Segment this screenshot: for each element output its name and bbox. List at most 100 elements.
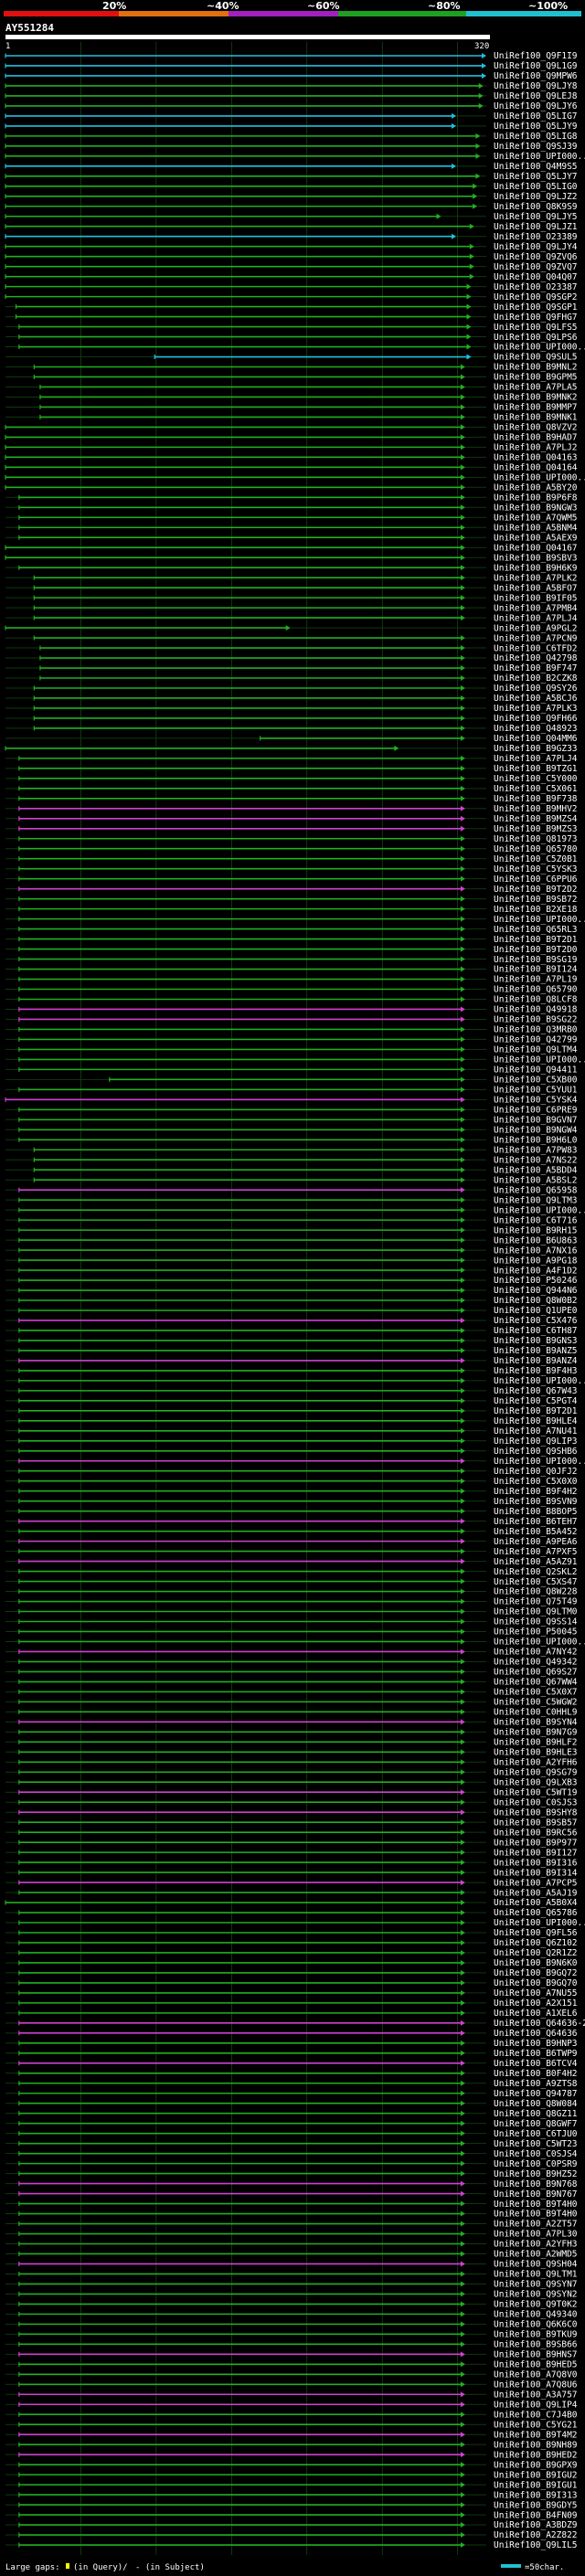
hit-row[interactable]: UniRef100_A7PL19 <box>5 975 578 985</box>
hit-row[interactable]: UniRef100_B9GPM5 <box>5 373 578 383</box>
hit-label[interactable]: UniRef100_Q04163 <box>494 453 578 463</box>
hit-row[interactable]: UniRef100_B9I316 <box>5 1858 578 1868</box>
hit-label[interactable]: UniRef100_O23389 <box>494 232 578 242</box>
hit-label[interactable]: UniRef100_A7PL19 <box>494 975 578 985</box>
hit-row[interactable]: UniRef100_Q9LIL5 <box>5 2540 578 2550</box>
hit-row[interactable]: UniRef100_B9T2D0 <box>5 945 578 955</box>
hit-label[interactable]: UniRef100_Q5LJY7 <box>494 172 578 182</box>
hit-label[interactable]: UniRef100_B9F4H3 <box>494 1366 578 1376</box>
hit-label[interactable]: UniRef100_C5YUU1 <box>494 1086 578 1096</box>
hit-row[interactable]: UniRef100_O23387 <box>5 282 578 292</box>
hit-label[interactable]: UniRef100_B9T4H0 <box>494 2200 578 2210</box>
hit-row[interactable]: UniRef100_A2Z822 <box>5 2530 578 2540</box>
hit-row[interactable]: UniRef100_A5B0X4 <box>5 1898 578 1908</box>
hit-label[interactable]: UniRef100_A7PMB4 <box>494 603 578 613</box>
hit-row[interactable]: UniRef100_Q9LTM3 <box>5 1195 578 1205</box>
hit-label[interactable]: UniRef100_Q9LIP4 <box>494 2400 578 2410</box>
hit-row[interactable]: UniRef100_B9SYN4 <box>5 1718 578 1728</box>
hit-row[interactable]: UniRef100_Q49342 <box>5 1658 578 1668</box>
hit-label[interactable]: UniRef100_Q9SYN2 <box>494 2290 578 2300</box>
hit-label[interactable]: UniRef100_B9MMP7 <box>494 403 578 413</box>
hit-label[interactable]: UniRef100_C6TJU0 <box>494 2129 578 2139</box>
hit-label[interactable]: UniRef100_Q9SY26 <box>494 684 578 694</box>
hit-row[interactable]: UniRef100_B9MNL2 <box>5 363 578 373</box>
hit-label[interactable]: UniRef100_C5WT19 <box>494 1787 578 1797</box>
hit-row[interactable]: UniRef100_Q3MRB0 <box>5 1025 578 1035</box>
hit-label[interactable]: UniRef100_A7PLK2 <box>494 573 578 583</box>
hit-label[interactable]: UniRef100_P50246 <box>494 1276 578 1286</box>
hit-row[interactable]: UniRef100_UPI000... <box>5 1205 585 1215</box>
hit-row[interactable]: UniRef100_Q2SKL2 <box>5 1567 578 1577</box>
hit-label[interactable]: UniRef100_B6TEH7 <box>494 1517 578 1527</box>
hit-row[interactable]: UniRef100_Q9LTM0 <box>5 1607 578 1617</box>
hit-row[interactable]: UniRef100_Q42798 <box>5 653 578 663</box>
hit-label[interactable]: UniRef100_B9I313 <box>494 2490 578 2500</box>
hit-row[interactable]: UniRef100_B9IGU1 <box>5 2480 578 2490</box>
hit-row[interactable]: UniRef100_A7PMB4 <box>5 603 578 613</box>
hit-label[interactable]: UniRef100_Q9LJY5 <box>494 212 578 222</box>
hit-label[interactable]: UniRef100_Q9SJ39 <box>494 142 578 152</box>
hit-row[interactable]: UniRef100_Q9LPS6 <box>5 333 578 343</box>
hit-label[interactable]: UniRef100_B9P977 <box>494 1838 578 1848</box>
hit-label[interactable]: UniRef100_Q65958 <box>494 1185 578 1195</box>
hit-row[interactable]: UniRef100_UPI000... <box>5 343 585 353</box>
hit-label[interactable]: UniRef100_Q9L1G9 <box>494 61 578 71</box>
hit-row[interactable]: UniRef100_B9IGU2 <box>5 2470 578 2480</box>
hit-label[interactable]: UniRef100_A9PEA6 <box>494 1537 578 1547</box>
hit-row[interactable]: UniRef100_B9SBV3 <box>5 553 578 563</box>
hit-row[interactable]: UniRef100_B9SG22 <box>5 1015 578 1025</box>
hit-label[interactable]: UniRef100_B9MNL2 <box>494 363 578 373</box>
hit-row[interactable]: UniRef100_C5WT19 <box>5 1787 578 1797</box>
hit-label[interactable]: UniRef100_B9MZS4 <box>494 814 578 824</box>
hit-label[interactable]: UniRef100_Q04MM6 <box>494 734 578 744</box>
hit-label[interactable]: UniRef100_B9T2D0 <box>494 945 578 955</box>
hit-row[interactable]: UniRef100_A2YFH3 <box>5 2240 578 2250</box>
hit-label[interactable]: UniRef100_A2YFH3 <box>494 2240 578 2250</box>
hit-row[interactable]: UniRef100_Q75T49 <box>5 1597 578 1607</box>
hit-row[interactable]: UniRef100_A2ZT57 <box>5 2220 578 2230</box>
hit-row[interactable]: UniRef100_C0SJS3 <box>5 1797 578 1807</box>
hit-label[interactable]: UniRef100_B9I127 <box>494 1848 578 1858</box>
hit-label[interactable]: UniRef100_B9SB57 <box>494 1818 578 1828</box>
hit-row[interactable]: UniRef100_B9T2D1 <box>5 1406 578 1416</box>
hit-row[interactable]: UniRef100_C5YSK4 <box>5 1096 578 1106</box>
hit-row[interactable]: UniRef100_Q9LJY5 <box>5 212 578 222</box>
hit-label[interactable]: UniRef100_B9T4M2 <box>494 2430 578 2440</box>
hit-row[interactable]: UniRef100_B9P977 <box>5 1838 578 1848</box>
hit-row[interactable]: UniRef100_B9TKU9 <box>5 2330 578 2340</box>
hit-label[interactable]: UniRef100_Q9FHG7 <box>494 313 578 323</box>
hit-row[interactable]: UniRef100_A7Q8U6 <box>5 2380 578 2390</box>
hit-row[interactable]: UniRef100_C5YUU1 <box>5 1086 578 1096</box>
hit-label[interactable]: UniRef100_UPI000... <box>494 1638 585 1648</box>
hit-row[interactable]: UniRef100_B9RH15 <box>5 1225 578 1235</box>
hit-label[interactable]: UniRef100_C0SJS3 <box>494 1797 578 1807</box>
hit-row[interactable]: UniRef100_Q9FH66 <box>5 714 578 724</box>
hit-label[interactable]: UniRef100_A1XEL6 <box>494 2009 578 2019</box>
hit-label[interactable]: UniRef100_Q9SG79 <box>494 1767 578 1777</box>
hit-row[interactable]: UniRef100_A7NS22 <box>5 1155 578 1165</box>
hit-row[interactable]: UniRef100_A7QWM5 <box>5 513 578 523</box>
hit-row[interactable]: UniRef100_B9SB66 <box>5 2340 578 2350</box>
hit-row[interactable]: UniRef100_Q48923 <box>5 724 578 734</box>
hit-row[interactable]: UniRef100_C0SJS4 <box>5 2149 578 2159</box>
hit-label[interactable]: UniRef100_C5X0X7 <box>494 1688 578 1698</box>
hit-row[interactable]: UniRef100_Q04MM6 <box>5 734 578 744</box>
hit-row[interactable]: UniRef100_B9F4H3 <box>5 1366 578 1376</box>
hit-row[interactable]: UniRef100_A7NY42 <box>5 1648 578 1658</box>
hit-label[interactable]: UniRef100_B9GPX9 <box>494 2460 578 2470</box>
hit-row[interactable]: UniRef100_Q9LFS5 <box>5 323 578 333</box>
hit-row[interactable]: UniRef100_B9IF05 <box>5 593 578 603</box>
hit-row[interactable]: UniRef100_Q9F1I9 <box>5 51 578 61</box>
hit-label[interactable]: UniRef100_Q49340 <box>494 2310 578 2320</box>
hit-row[interactable]: UniRef100_Q9LIP3 <box>5 1436 578 1447</box>
hit-label[interactable]: UniRef100_B8BOP5 <box>494 1507 578 1517</box>
hit-row[interactable]: UniRef100_C5XS47 <box>5 1577 578 1587</box>
hit-row[interactable]: UniRef100_B9GZ33 <box>5 744 578 754</box>
hit-label[interactable]: UniRef100_A9PGL2 <box>494 623 578 633</box>
hit-label[interactable]: UniRef100_Q9SGP2 <box>494 292 578 302</box>
hit-row[interactable]: UniRef100_A2X151 <box>5 1998 578 2009</box>
hit-row[interactable]: UniRef100_O23389 <box>5 232 578 242</box>
hit-label[interactable]: UniRef100_B9N767 <box>494 2189 578 2200</box>
hit-row[interactable]: UniRef100_C5X0X0 <box>5 1477 578 1487</box>
hit-row[interactable]: UniRef100_Q64636 <box>5 2029 578 2039</box>
